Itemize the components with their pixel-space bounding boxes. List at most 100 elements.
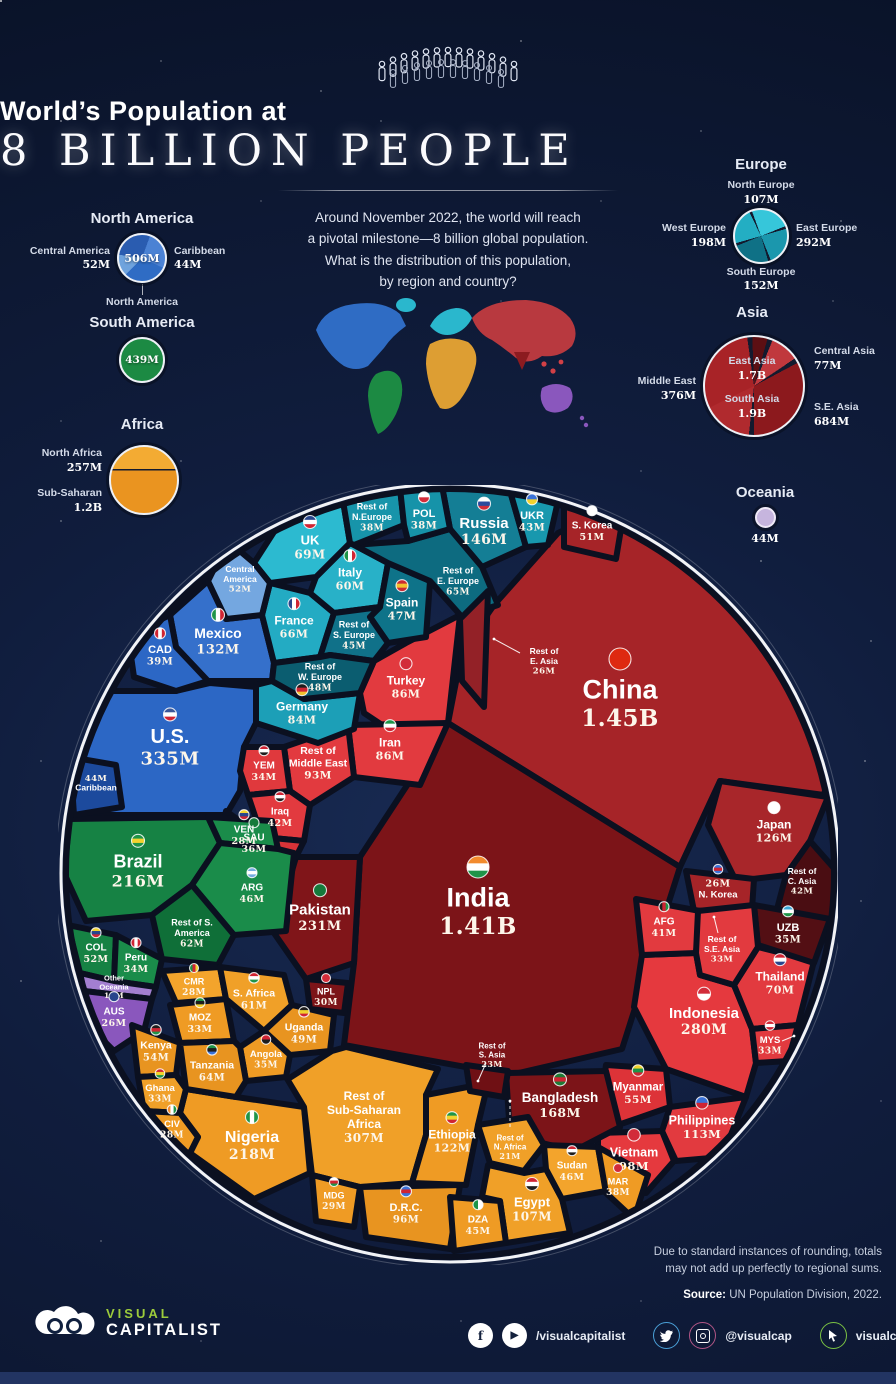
svg-text:86M: 86M <box>376 750 405 763</box>
legend-europe: Europe North Europe 107M West Europe 198… <box>636 156 886 292</box>
svg-text:Tanzania: Tanzania <box>190 1060 234 1072</box>
map-south-america <box>368 370 403 434</box>
instagram-icon[interactable] <box>689 1322 717 1349</box>
svg-text:ARG: ARG <box>241 883 263 894</box>
flag-icon <box>396 579 408 592</box>
flag-icon <box>473 1199 483 1210</box>
svg-text:146M: 146M <box>461 532 507 548</box>
person-icon <box>378 67 386 82</box>
twitter-icon[interactable] <box>653 1322 681 1349</box>
person-icon <box>433 47 441 54</box>
flag-icon <box>150 1024 162 1036</box>
person-icon <box>444 53 452 68</box>
flag-icon <box>91 927 101 938</box>
legend-label: Caribbean <box>174 244 226 257</box>
cursor-icon[interactable] <box>819 1322 847 1349</box>
svg-text:98M: 98M <box>619 1159 649 1173</box>
legend-label: S.E. Asia <box>814 401 859 413</box>
svg-text:29M: 29M <box>322 1202 346 1212</box>
map-new-zealand <box>579 415 585 421</box>
svg-text:MYS: MYS <box>760 1035 781 1046</box>
legend-title: Oceania <box>735 484 795 501</box>
svg-text:Italy: Italy <box>338 566 362 580</box>
svg-text:Other: Other <box>104 974 124 983</box>
person-icon <box>488 52 496 60</box>
legend-label: Central America <box>29 244 110 257</box>
flag-icon <box>261 1034 271 1045</box>
flag-icon <box>247 867 257 878</box>
flag-icon <box>189 963 199 973</box>
legend-value: 257M <box>66 460 102 474</box>
flag-icon <box>329 1177 339 1187</box>
person-icon <box>402 65 408 72</box>
svg-text:Middle East: Middle East <box>289 757 348 769</box>
flag-icon <box>697 987 711 1001</box>
youtube-play-icon[interactable]: ▶ <box>502 1323 527 1348</box>
social-handle-vc[interactable]: /visualcapitalist <box>536 1328 626 1343</box>
arrow-tip <box>792 1034 796 1038</box>
svg-text:C. Asia: C. Asia <box>788 876 817 886</box>
pointer-line <box>141 284 143 295</box>
cell-mdg <box>309 1172 363 1230</box>
svg-text:52M: 52M <box>84 954 109 965</box>
svg-text:23M: 23M <box>481 1059 502 1069</box>
person-icon <box>462 60 468 67</box>
flag-icon <box>296 683 308 696</box>
legend-label: East Asia <box>728 355 776 367</box>
svg-text:Rest of: Rest of <box>788 866 817 876</box>
arrow-tip <box>492 637 496 641</box>
annotation-arrow <box>477 1062 487 1082</box>
svg-text:Rest of: Rest of <box>443 565 475 575</box>
svg-text:51M: 51M <box>580 532 605 543</box>
person-icon <box>411 50 419 57</box>
svg-text:Iran: Iran <box>379 736 401 750</box>
legend-label: North Europe <box>727 179 795 191</box>
svg-text:Rest of: Rest of <box>478 1041 505 1050</box>
person-icon <box>378 60 386 68</box>
svg-text:MDG: MDG <box>324 1191 345 1201</box>
svg-text:VEN: VEN <box>234 825 255 836</box>
svg-text:35M: 35M <box>775 935 801 946</box>
legend-value: 1.7B <box>737 368 767 382</box>
person-icon <box>438 59 444 66</box>
legend-value: 77M <box>814 358 842 372</box>
facebook-icon[interactable]: f <box>468 1323 493 1348</box>
arrow-tip <box>476 1079 480 1083</box>
flag-icon <box>768 801 780 814</box>
svg-text:COL: COL <box>85 943 106 954</box>
svg-text:Japan: Japan <box>757 818 792 832</box>
legend-value: 684M <box>814 414 850 428</box>
asia-pie-circle <box>703 335 805 437</box>
svg-text:1.41B: 1.41B <box>439 913 516 940</box>
flag-icon <box>239 809 249 820</box>
svg-text:S. Asia: S. Asia <box>479 1051 506 1060</box>
social-handle-ig[interactable]: @visualcap <box>725 1328 792 1343</box>
svg-text:Rest of: Rest of <box>496 1133 523 1142</box>
svg-text:NPL: NPL <box>317 987 336 997</box>
svg-text:46M: 46M <box>560 1172 585 1183</box>
legend-north-america: North America Central America 52M 506M C… <box>18 210 266 310</box>
flag-icon <box>400 1185 412 1197</box>
svg-text:307M: 307M <box>344 1131 384 1145</box>
social-url[interactable]: visualcapitalist.com <box>855 1328 896 1343</box>
flag-icon <box>321 973 331 983</box>
cell-rest_s_asia <box>463 1062 511 1100</box>
svg-text:Rest of: Rest of <box>357 501 389 511</box>
